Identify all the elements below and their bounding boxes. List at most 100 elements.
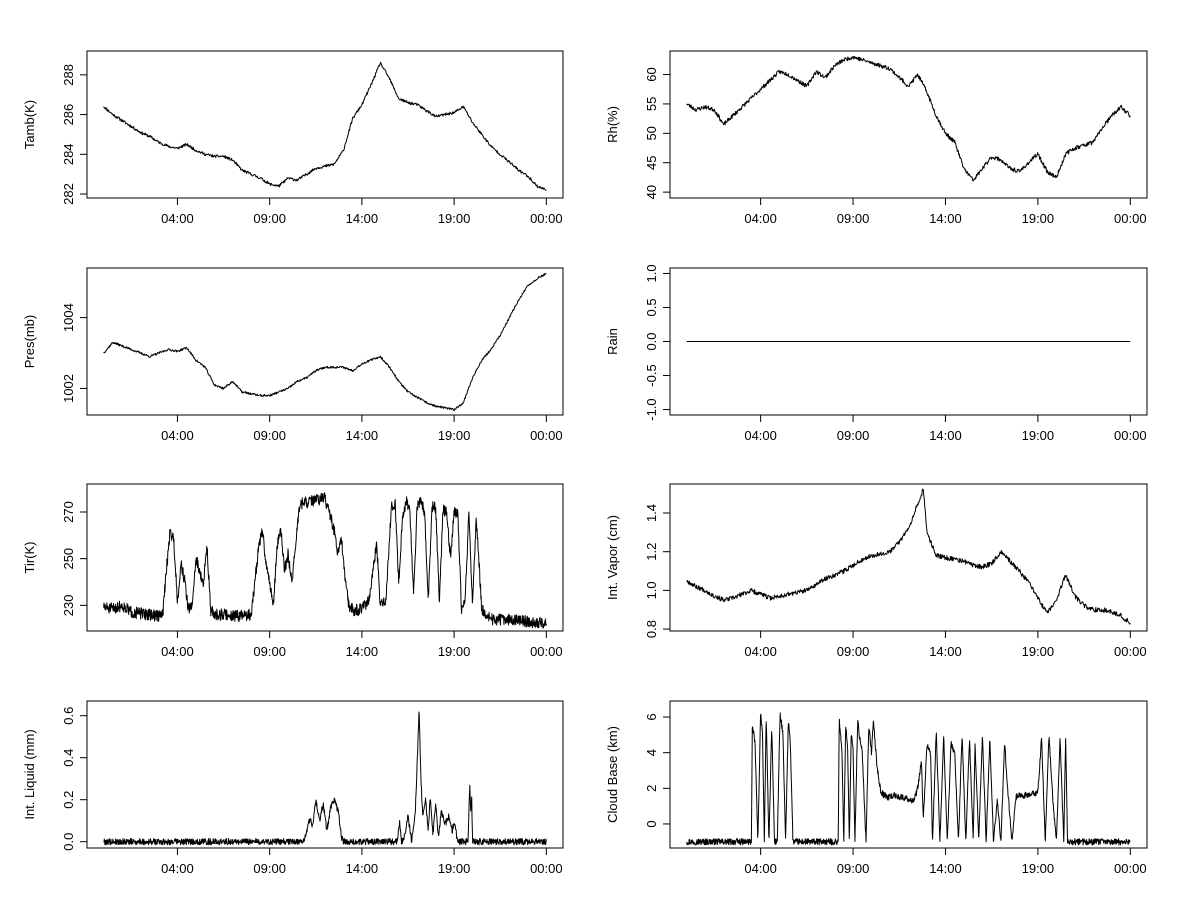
y-axis-label-cloudbase: Cloud Base (km) bbox=[605, 726, 620, 823]
x-tick-label-cloudbase-2: 14:00 bbox=[929, 861, 962, 876]
x-tick-label-rh-0: 04:00 bbox=[744, 211, 777, 226]
y-tick-label-cloudbase-2: 4 bbox=[644, 749, 659, 756]
y-tick-label-tir-2: 270 bbox=[61, 501, 76, 523]
x-tick-label-liquid-3: 19:00 bbox=[438, 861, 471, 876]
x-tick-label-cloudbase-4: 00:00 bbox=[1114, 861, 1147, 876]
y-tick-label-rain-2: 0.0 bbox=[644, 332, 659, 350]
x-tick-label-tamb-3: 19:00 bbox=[438, 211, 471, 226]
x-tick-label-tir-0: 04:00 bbox=[161, 644, 194, 659]
x-tick-label-tir-2: 14:00 bbox=[346, 644, 379, 659]
panel-tamb: 04:00 09:00 14:00 19:00 00:00 282 284 286 288 Tam… bbox=[22, 50, 564, 226]
x-tick-label-rain-3: 19:00 bbox=[1022, 428, 1055, 443]
x-tick-label-cloudbase-1: 09:00 bbox=[837, 861, 870, 876]
x-tick-label-liquid-0: 04:00 bbox=[161, 861, 194, 876]
x-tick-label-liquid-2: 14:00 bbox=[346, 861, 379, 876]
y-tick-label-rain-3: 0.5 bbox=[644, 298, 659, 316]
y-tick-label-rh-4: 60 bbox=[644, 67, 659, 81]
series-line-rh bbox=[686, 55, 1131, 182]
x-tick-label-rh-1: 09:00 bbox=[837, 211, 870, 226]
y-tick-label-cloudbase-1: 2 bbox=[644, 785, 659, 792]
series-line-cloudbase bbox=[686, 712, 1131, 846]
x-tick-label-rh-2: 14:00 bbox=[929, 211, 962, 226]
x-tick-label-tamb-0: 04:00 bbox=[161, 211, 194, 226]
x-tick-label-tamb-4: 00:00 bbox=[530, 211, 563, 226]
y-tick-label-rh-2: 50 bbox=[644, 126, 659, 140]
y-tick-label-vapor-0: 0.8 bbox=[644, 620, 659, 638]
panel-tir: 04:00 09:00 14:00 19:00 00:00 230 250 270 Tir(K) bbox=[22, 483, 564, 659]
y-tick-label-liquid-1: 0.2 bbox=[61, 791, 76, 809]
series-line-pres bbox=[103, 272, 547, 412]
y-tick-label-vapor-3: 1.4 bbox=[644, 504, 659, 522]
x-tick-label-rain-2: 14:00 bbox=[929, 428, 962, 443]
x-tick-label-tir-1: 09:00 bbox=[253, 644, 286, 659]
y-tick-label-rh-0: 40 bbox=[644, 185, 659, 199]
panel-rh: 04:00 09:00 14:00 19:00 00:00 40 45 50 55 60 Rh(%) bbox=[605, 50, 1148, 226]
x-tick-label-pres-2: 14:00 bbox=[346, 428, 379, 443]
x-tick-label-vapor-4: 00:00 bbox=[1114, 644, 1147, 659]
series-line-tamb bbox=[103, 61, 547, 191]
plot-frame-vapor bbox=[669, 483, 1148, 632]
panel-pres: 04:00 09:00 14:00 19:00 00:00 1002 1004 Pres(mb… bbox=[22, 267, 564, 443]
y-tick-label-cloudbase-3: 6 bbox=[644, 713, 659, 720]
y-tick-label-pres-1: 1004 bbox=[61, 303, 76, 332]
x-tick-label-pres-1: 09:00 bbox=[253, 428, 286, 443]
y-tick-label-tamb-0: 282 bbox=[61, 183, 76, 205]
y-tick-label-rain-4: 1.0 bbox=[644, 264, 659, 282]
y-tick-label-cloudbase-0: 0 bbox=[644, 820, 659, 827]
x-tick-label-liquid-4: 00:00 bbox=[530, 861, 563, 876]
x-tick-label-pres-0: 04:00 bbox=[161, 428, 194, 443]
x-tick-label-vapor-3: 19:00 bbox=[1022, 644, 1055, 659]
y-tick-label-tir-0: 230 bbox=[61, 594, 76, 616]
plot-frame-pres bbox=[86, 267, 564, 416]
x-tick-label-tir-3: 19:00 bbox=[438, 644, 471, 659]
x-tick-label-vapor-0: 04:00 bbox=[744, 644, 777, 659]
y-axis-label-liquid: Int. Liquid (mm) bbox=[22, 729, 37, 819]
y-axis-label-rh: Rh(%) bbox=[605, 106, 620, 143]
y-tick-label-vapor-1: 1.0 bbox=[644, 581, 659, 599]
panel-vapor: 04:00 09:00 14:00 19:00 00:00 0.8 1.0 1.2 1.4 Int… bbox=[605, 483, 1148, 659]
x-tick-label-tamb-2: 14:00 bbox=[346, 211, 379, 226]
y-tick-label-rain-1: -0.5 bbox=[644, 364, 659, 386]
x-tick-label-tir-4: 00:00 bbox=[530, 644, 563, 659]
y-tick-label-liquid-0: 0.0 bbox=[61, 833, 76, 851]
y-axis-label-tir: Tir(K) bbox=[22, 541, 37, 573]
y-tick-label-rh-3: 55 bbox=[644, 97, 659, 111]
series-line-vapor bbox=[686, 488, 1131, 625]
y-tick-label-liquid-3: 0.6 bbox=[61, 707, 76, 725]
y-tick-label-tir-1: 250 bbox=[61, 548, 76, 570]
y-axis-label-vapor: Int. Vapor (cm) bbox=[605, 515, 620, 600]
x-tick-label-cloudbase-3: 19:00 bbox=[1022, 861, 1055, 876]
x-tick-label-pres-3: 19:00 bbox=[438, 428, 471, 443]
y-tick-label-tamb-3: 288 bbox=[61, 64, 76, 86]
x-tick-label-cloudbase-0: 04:00 bbox=[744, 861, 777, 876]
x-tick-label-pres-4: 00:00 bbox=[530, 428, 563, 443]
y-axis-label-rain: Rain bbox=[605, 328, 620, 355]
panel-rain: 04:00 09:00 14:00 19:00 00:00 -1.0 -0.5 0.0 0.5 1… bbox=[605, 264, 1148, 443]
x-tick-label-rain-4: 00:00 bbox=[1114, 428, 1147, 443]
y-tick-label-rain-0: -1.0 bbox=[644, 398, 659, 420]
y-tick-label-tamb-2: 286 bbox=[61, 104, 76, 126]
x-tick-label-vapor-1: 09:00 bbox=[837, 644, 870, 659]
y-axis-label-tamb: Tamb(K) bbox=[22, 100, 37, 149]
series-line-liquid bbox=[103, 711, 547, 846]
x-tick-label-rain-0: 04:00 bbox=[744, 428, 777, 443]
x-tick-label-rain-1: 09:00 bbox=[837, 428, 870, 443]
panel-liquid: 04:00 09:00 14:00 19:00 00:00 0.0 0.2 0.4 0.6 Int… bbox=[22, 700, 564, 876]
y-axis-label-pres: Pres(mb) bbox=[22, 315, 37, 368]
plot-frame-cloudbase bbox=[669, 700, 1148, 849]
x-tick-label-rh-4: 00:00 bbox=[1114, 211, 1147, 226]
y-tick-label-liquid-2: 0.4 bbox=[61, 749, 76, 767]
series-line-tir bbox=[103, 492, 547, 629]
y-tick-label-rh-1: 45 bbox=[644, 155, 659, 169]
plot-frame-tir bbox=[86, 483, 564, 632]
y-tick-label-pres-0: 1002 bbox=[61, 374, 76, 403]
y-tick-label-tamb-1: 284 bbox=[61, 143, 76, 165]
plot-frame-tamb bbox=[86, 50, 564, 199]
plot-frame-rh bbox=[669, 50, 1148, 199]
x-tick-label-liquid-1: 09:00 bbox=[253, 861, 286, 876]
x-tick-label-vapor-2: 14:00 bbox=[929, 644, 962, 659]
plot-frame-liquid bbox=[86, 700, 564, 849]
x-tick-label-tamb-1: 09:00 bbox=[253, 211, 286, 226]
